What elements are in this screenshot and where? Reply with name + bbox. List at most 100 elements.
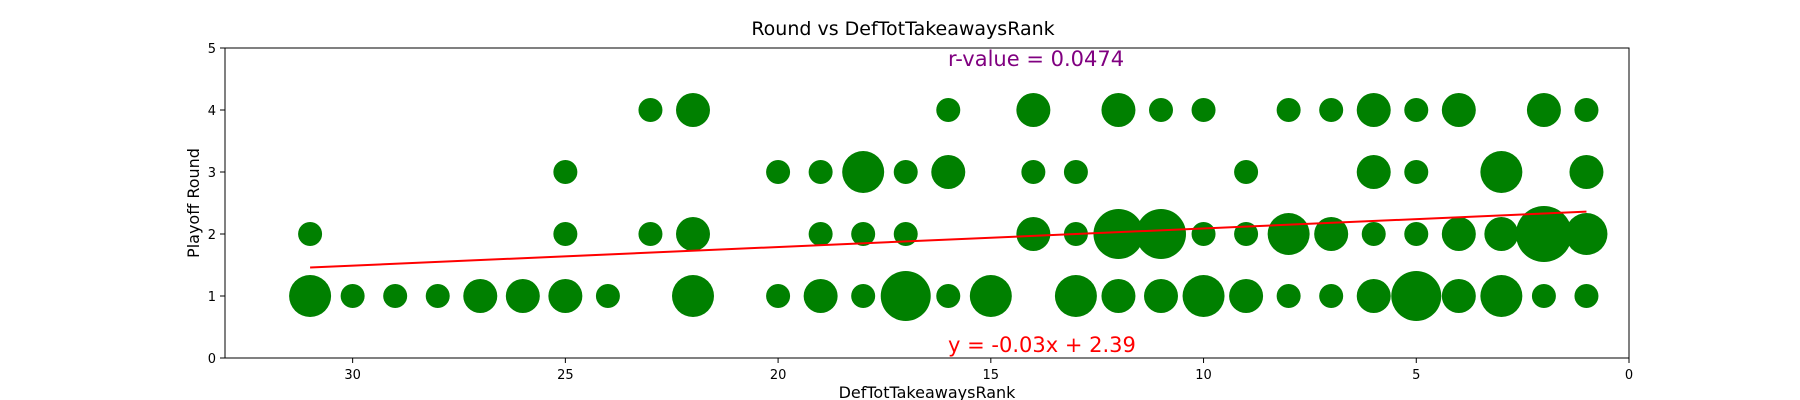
data-point [1441, 217, 1476, 251]
x-tick-label: 25 [557, 368, 574, 383]
data-point [936, 284, 961, 308]
x-tick-label: 30 [344, 368, 361, 383]
data-point [1276, 98, 1301, 122]
data-point [1144, 279, 1178, 313]
data-point [1574, 284, 1599, 308]
data-point [1016, 217, 1051, 251]
data-point [340, 284, 365, 308]
data-point [1569, 155, 1604, 189]
data-point [808, 160, 833, 184]
data-point [595, 284, 620, 308]
data-point [676, 93, 710, 127]
y-tick-label: 0 [208, 352, 216, 367]
data-point [1319, 98, 1344, 122]
x-tick-label: 5 [1412, 368, 1420, 383]
x-tick-label: 0 [1625, 368, 1633, 383]
data-point [1182, 275, 1225, 317]
data-point [1404, 160, 1429, 184]
y-axis-label: Playoff Round [184, 148, 203, 258]
data-point [803, 279, 838, 313]
regression-line [310, 210, 1587, 269]
data-point [553, 222, 578, 246]
x-tick-label: 20 [770, 368, 787, 383]
data-point [1441, 93, 1476, 127]
data-point [1021, 160, 1046, 184]
data-point [1531, 284, 1556, 308]
data-point [1356, 279, 1391, 313]
data-point [1234, 160, 1259, 184]
data-point [893, 160, 918, 184]
data-point [298, 222, 323, 246]
data-point [936, 98, 961, 122]
y-tick-label: 2 [208, 228, 216, 243]
data-point [672, 275, 714, 317]
x-axis-label: DefTotTakeawaysRank [839, 383, 1017, 400]
regression-equation-annotation: y = -0.03x + 2.39 [948, 333, 1136, 357]
data-point [548, 279, 583, 313]
chart-title: Round vs DefTotTakeawaysRank [751, 18, 1054, 40]
y-axis-ticks: 0 1 2 3 4 5 [208, 42, 225, 367]
data-point [1361, 222, 1386, 246]
data-point [1054, 275, 1097, 317]
data-point [1093, 209, 1144, 259]
data-point [851, 284, 876, 308]
data-point [1391, 271, 1442, 321]
data-point [1484, 217, 1519, 251]
data-point [676, 217, 710, 251]
data-point [1063, 160, 1088, 184]
y-tick-label: 4 [208, 104, 216, 119]
data-point [638, 98, 663, 122]
data-point [1480, 151, 1523, 193]
data-point [1276, 284, 1301, 308]
data-point [842, 151, 885, 193]
points-layer [289, 93, 1608, 321]
data-point [553, 160, 578, 184]
r-value-annotation: r-value = 0.0474 [948, 47, 1124, 71]
data-point [1565, 213, 1608, 255]
data-point [931, 155, 966, 189]
data-point [383, 284, 408, 308]
data-point [1149, 98, 1173, 122]
data-point [1404, 222, 1429, 246]
data-point [766, 284, 791, 308]
x-tick-label: 15 [983, 368, 1000, 383]
data-point [1515, 206, 1572, 262]
x-axis-ticks: 30 25 20 15 10 5 0 [344, 358, 1633, 383]
data-point [766, 160, 791, 184]
data-point [638, 222, 663, 246]
y-tick-label: 5 [208, 42, 216, 57]
data-point [851, 222, 876, 246]
data-point [505, 279, 540, 313]
data-point [1441, 279, 1476, 313]
data-point [1356, 155, 1391, 189]
data-point [425, 284, 450, 308]
data-point [969, 275, 1012, 317]
data-point [463, 279, 498, 313]
data-point [289, 275, 332, 317]
data-point [1267, 213, 1310, 255]
data-point [1234, 222, 1259, 246]
data-point [1191, 222, 1216, 246]
data-point [1101, 279, 1136, 313]
data-point [1101, 93, 1136, 127]
data-point [808, 222, 833, 246]
y-tick-label: 3 [208, 166, 216, 181]
data-point [1136, 209, 1186, 259]
data-point [1526, 93, 1561, 127]
data-point [1319, 284, 1344, 308]
data-point [1229, 279, 1264, 313]
data-point [1191, 98, 1216, 122]
data-point [1574, 98, 1599, 122]
data-point [1016, 93, 1051, 127]
data-point [1314, 217, 1349, 251]
regression-layer [310, 210, 1587, 269]
data-point [893, 222, 918, 246]
data-point [1480, 275, 1523, 317]
y-tick-label: 1 [208, 290, 216, 305]
data-point [880, 271, 931, 321]
x-tick-label: 10 [1195, 368, 1212, 383]
data-point [1356, 93, 1391, 127]
plot-frame [224, 47, 1630, 359]
data-point [1404, 98, 1429, 122]
